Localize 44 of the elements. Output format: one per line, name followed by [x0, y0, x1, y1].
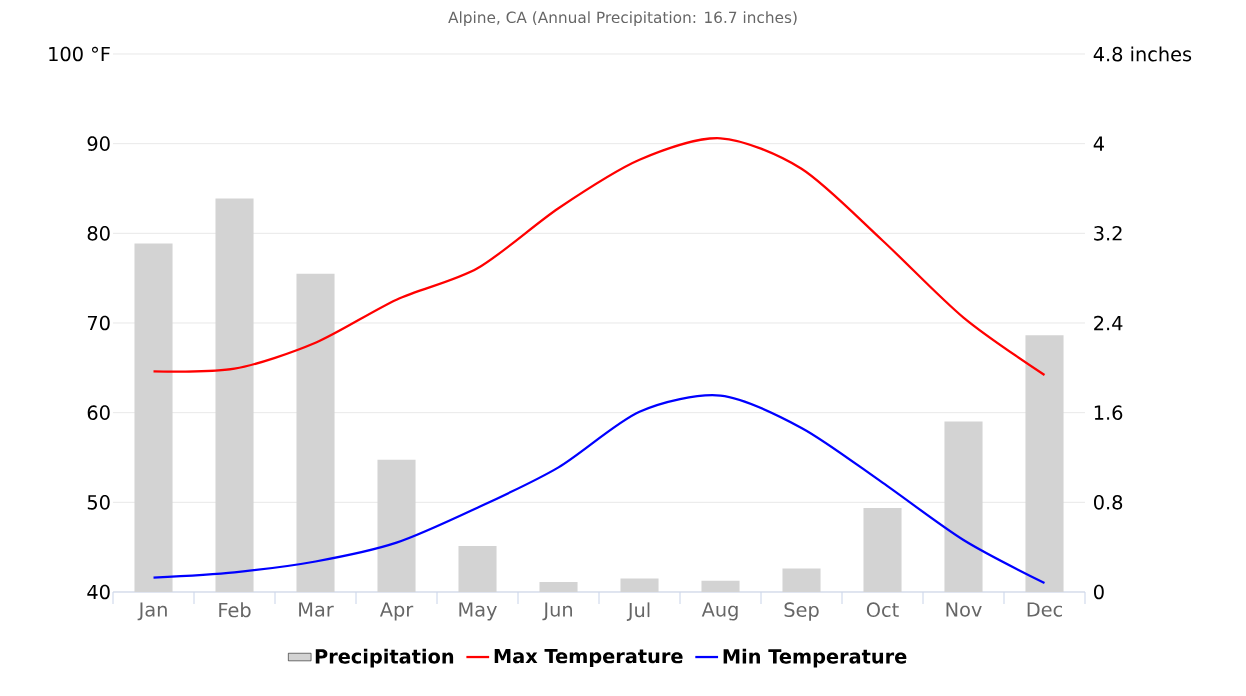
x-tick-label: Jul — [626, 602, 650, 621]
y-tick-label: 90 — [87, 136, 110, 151]
chart-title: Alpine, CA (Annual Precipitation: 16.7 inches) — [448, 11, 797, 27]
bar — [863, 507, 902, 592]
line-series — [152, 394, 1046, 585]
x-tick-label: Aug — [701, 602, 738, 621]
x-tick-label: May — [459, 602, 497, 621]
x-tick-label: Mar — [299, 602, 334, 617]
legend-label: Max Temperature — [494, 648, 683, 668]
x-tick-label: Apr — [379, 602, 414, 621]
y-tick-label: 50 — [87, 494, 110, 510]
x-tick-label: Oct — [866, 602, 899, 618]
bar — [701, 580, 740, 592]
y2-tick-label: 4.8 inches — [1093, 46, 1192, 62]
y2-tick-label: 3.2 — [1094, 226, 1122, 241]
bar — [377, 459, 416, 592]
bar — [620, 578, 659, 592]
y2-tick-label: 4 — [1093, 136, 1104, 151]
bar — [1025, 335, 1064, 592]
y-tick-label: 40 — [87, 584, 110, 600]
y-tick-label: 70 — [87, 315, 110, 331]
bar — [215, 198, 254, 592]
y2-tick-label: 0.8 — [1094, 494, 1123, 510]
x-tick-label: Sep — [784, 602, 819, 621]
legend-label: Min Temperature — [723, 648, 907, 668]
bar — [944, 421, 983, 592]
y2-tick-label: 2.4 — [1094, 315, 1123, 331]
line-series — [152, 137, 1046, 377]
bar — [296, 273, 335, 592]
y2-tick-label: 1.6 — [1094, 405, 1123, 420]
x-tick-label: Jun — [542, 602, 572, 621]
x-tick-label: Nov — [946, 602, 982, 617]
y2-tick-label: 0 — [1094, 584, 1104, 600]
bar — [134, 243, 173, 592]
bar — [782, 568, 821, 592]
y-tick-label: 80 — [87, 226, 110, 241]
x-tick-label: Dec — [1027, 602, 1062, 617]
bar — [539, 581, 578, 592]
x-tick-label: Jan — [137, 602, 167, 621]
x-tick-label: Feb — [219, 602, 251, 618]
y-tick-label: 100 °F — [49, 46, 110, 62]
bar — [458, 546, 497, 592]
legend-label: Precipitation — [315, 648, 454, 668]
y-tick-label: 60 — [87, 405, 110, 420]
